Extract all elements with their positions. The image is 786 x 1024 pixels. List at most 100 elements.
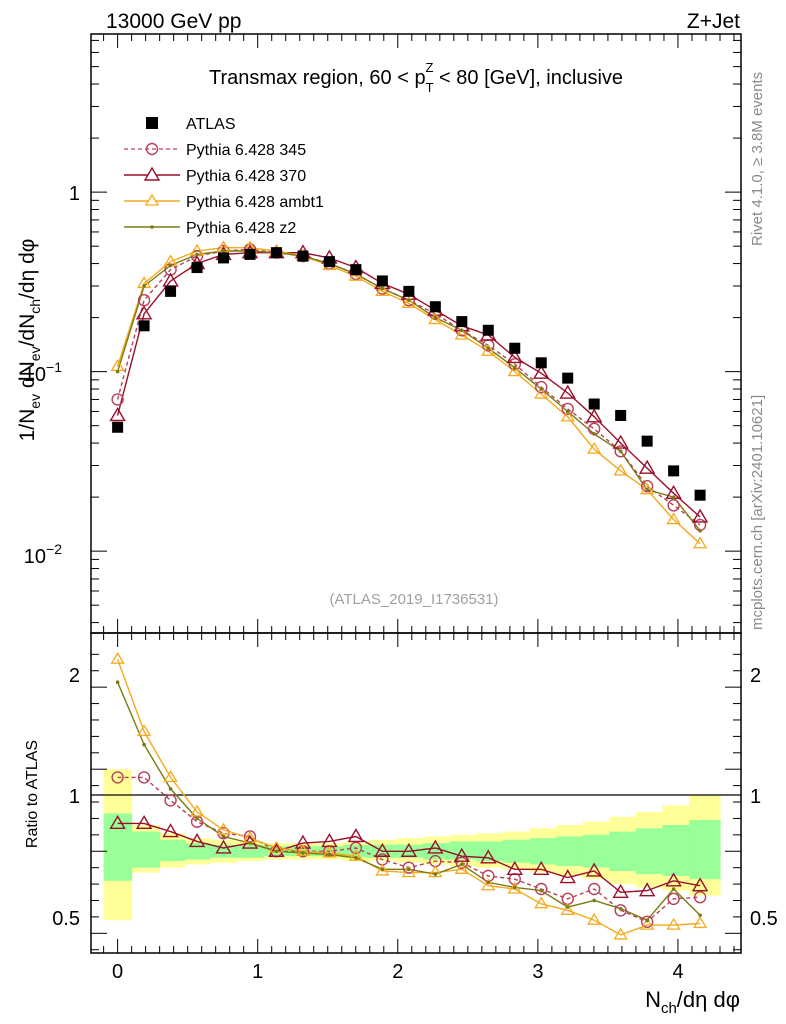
ratio-band-inner (556, 836, 584, 866)
main-point-atlas (191, 262, 203, 274)
main-point-atlas (323, 256, 335, 268)
main-point-atlas (641, 435, 653, 447)
ratio-point-ambt1 (189, 804, 205, 817)
ratio-point-ambt1 (322, 845, 337, 858)
main-point-atlas (615, 409, 627, 421)
ratio-point-ambt1 (295, 843, 311, 856)
main-point-z2 (486, 346, 491, 351)
ratio-point-p370 (294, 834, 312, 849)
main-point-atlas (350, 264, 362, 276)
ratio-point-z2 (539, 888, 544, 893)
main-point-z2 (512, 366, 517, 370)
ratio-ytick-label-2: 2 (69, 665, 80, 687)
ratio-band-inner (184, 843, 211, 860)
ratio-point-p370 (638, 882, 656, 897)
main-y-axis-title: 1/Nev dNev/dNch/dη dφ (16, 239, 43, 442)
main-point-z2 (115, 369, 120, 374)
main-line-ambt1 (116, 246, 701, 545)
ratio-y-axis-title: Ratio to ATLAS (24, 740, 41, 848)
ratio-point-p370 (585, 862, 603, 877)
ratio-point-z2 (380, 867, 385, 872)
ratio-point-z2 (592, 898, 596, 903)
main-point-p370 (691, 508, 709, 523)
main-point-p345 (508, 358, 521, 371)
ratio-point-p345 (349, 841, 363, 855)
ratio-point-p370 (374, 842, 391, 857)
x-tick-label: 2 (392, 961, 403, 983)
ratio-point-p370 (400, 842, 418, 857)
main-point-p370 (506, 349, 523, 364)
x-tick-labels: 0 1 2 3 4 (112, 961, 684, 983)
ratio-point-ambt1 (507, 881, 522, 894)
ratio-point-p345 (667, 892, 680, 906)
main-point-ambt1 (481, 343, 496, 356)
ratio-point-p370 (691, 877, 709, 892)
x-tick-label: 1 (252, 961, 263, 983)
ratio-point-p345 (587, 882, 601, 896)
ratio-band-inner (476, 841, 504, 862)
ratio-point-z2 (645, 918, 649, 922)
legend-entry-ambt1: Pythia 6.428 ambt1 (124, 193, 324, 211)
main-point-atlas (376, 275, 388, 287)
ratio-point-z2 (115, 680, 120, 685)
main-point-p370 (638, 459, 656, 474)
main-point-z2 (168, 263, 173, 268)
main-point-p345 (190, 249, 204, 263)
ratio-point-p370 (188, 833, 206, 848)
ratio-series (109, 651, 709, 940)
main-point-p345 (111, 393, 124, 406)
ratio-ytick-label-right-2: 2 (750, 665, 761, 687)
main-point-p345 (667, 499, 680, 512)
ratio-point-z2 (327, 852, 332, 857)
ratio-point-p370 (612, 883, 629, 898)
ratio-point-ambt1 (666, 917, 681, 930)
ratio-point-ambt1 (401, 865, 417, 878)
ratio-ytick-label-0.5: 0.5 (52, 908, 80, 930)
main-point-p370 (109, 407, 126, 422)
ratio-point-ambt1 (428, 865, 443, 878)
main-point-atlas (429, 301, 441, 313)
main-point-ambt1 (560, 409, 575, 422)
ratio-point-p345 (455, 856, 469, 869)
legend-marker-z2 (150, 225, 154, 229)
main-point-atlas (588, 398, 600, 410)
ratio-point-p345 (614, 904, 627, 917)
main-point-z2 (592, 432, 596, 436)
main-point-atlas (165, 285, 177, 297)
x-tick-label: 4 (672, 961, 683, 983)
ratio-uncertainty-bands (103, 769, 721, 921)
ratio-point-z2 (433, 872, 438, 877)
main-point-z2 (618, 449, 623, 454)
ratio-point-p345 (111, 771, 124, 784)
ratio-point-ambt1 (110, 651, 125, 664)
ratio-band-inner (502, 839, 531, 863)
ytick-label-1: 1 (69, 183, 80, 205)
legend-label-atlas: ATLAS (186, 116, 236, 133)
legend-label-p345: Pythia 6.428 345 (186, 142, 306, 159)
ratio-point-z2 (565, 905, 570, 909)
main-point-p345 (614, 445, 627, 458)
ratio-point-p370 (559, 869, 576, 884)
ratio-band-inner (635, 828, 664, 875)
ratio-point-p370 (533, 860, 550, 876)
main-point-ambt1 (534, 386, 549, 399)
x-tick-label: 0 (112, 961, 123, 983)
ratio-point-z2 (274, 849, 279, 854)
ytick-label-1e-2: 10−2 (24, 541, 62, 568)
ratio-point-p345 (137, 771, 151, 784)
ratio-point-p370 (215, 839, 232, 854)
ratio-point-p370 (427, 839, 444, 854)
axis-ticks (91, 34, 741, 953)
main-point-atlas (509, 342, 521, 354)
ratio-point-ambt1 (454, 862, 469, 874)
ratio-point-z2 (195, 816, 199, 821)
ratio-point-ambt1 (216, 822, 231, 835)
ratio-ytick-label-right-1: 1 (750, 786, 761, 808)
ratio-point-p370 (109, 814, 126, 830)
ratio-y-tick-labels: 0.5 1 2 0.5 1 2 (52, 665, 778, 930)
ratio-line-z2 (116, 681, 701, 922)
header-process-label: Z+Jet (687, 10, 740, 33)
header-collision-label: 13000 GeV pp (106, 10, 241, 33)
ratio-band-inner (689, 820, 721, 880)
